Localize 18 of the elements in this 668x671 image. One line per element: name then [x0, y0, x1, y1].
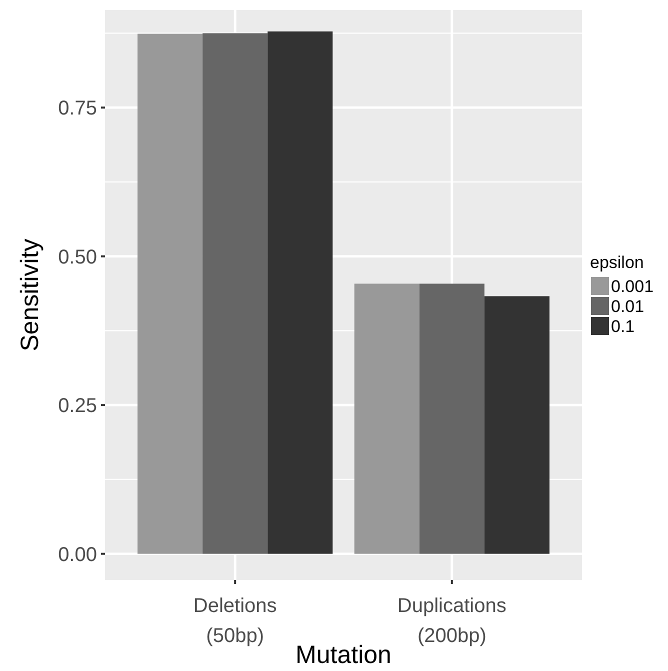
y-tick-label: 0.00: [58, 544, 97, 566]
x-tick-label: Deletions (50bp): [193, 595, 277, 647]
bar: [484, 296, 550, 554]
y-tick-label: 0.25: [58, 395, 97, 418]
legend-title: epsilon: [590, 253, 644, 272]
bar: [202, 33, 268, 554]
y-tick-label: 0.50: [58, 246, 97, 268]
y-tick-label: 0.75: [58, 98, 97, 120]
bar: [419, 284, 484, 554]
legend-label: 0.01: [611, 296, 644, 316]
y-axis-title: Sensitivity: [16, 238, 44, 352]
bar: [354, 284, 420, 554]
legend-label: 0.1: [611, 316, 635, 336]
x-axis-title: Mutation: [296, 641, 392, 669]
legend-label: 0.001: [611, 276, 654, 296]
x-tick-label: Duplications (200bp): [397, 595, 506, 647]
bar: [268, 31, 333, 554]
bar: [138, 34, 203, 554]
